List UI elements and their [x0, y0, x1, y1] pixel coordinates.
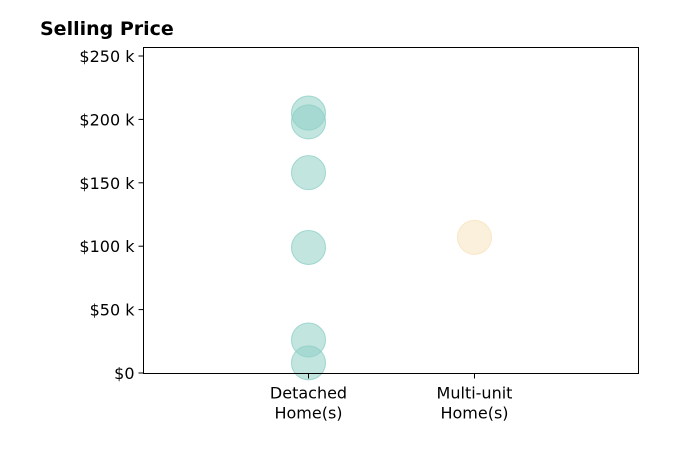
data-point [291, 104, 326, 140]
y-tick-label: $250 k [79, 47, 135, 66]
x-tick-label: Multi-unit Home(s) [437, 384, 513, 423]
plot-area-frame [143, 47, 639, 374]
y-tick-label: $150 k [79, 174, 135, 193]
y-tick-label: $200 k [79, 110, 135, 129]
data-point [457, 219, 492, 255]
y-tick-label: $50 k [90, 301, 136, 320]
chart-title: Selling Price [40, 18, 174, 40]
data-point [291, 229, 326, 265]
y-tick-label: $100 k [79, 237, 135, 256]
y-axis: $0 $50 k $100 k $150 k $200 k $250 k [79, 47, 144, 383]
y-tick-label: $0 [114, 364, 134, 383]
data-point [291, 155, 326, 191]
data-point [291, 345, 326, 381]
data-points [291, 95, 492, 381]
x-axis: Detached Home(s) Multi-unit Home(s) [270, 373, 513, 423]
x-tick-label: Detached Home(s) [270, 384, 347, 423]
